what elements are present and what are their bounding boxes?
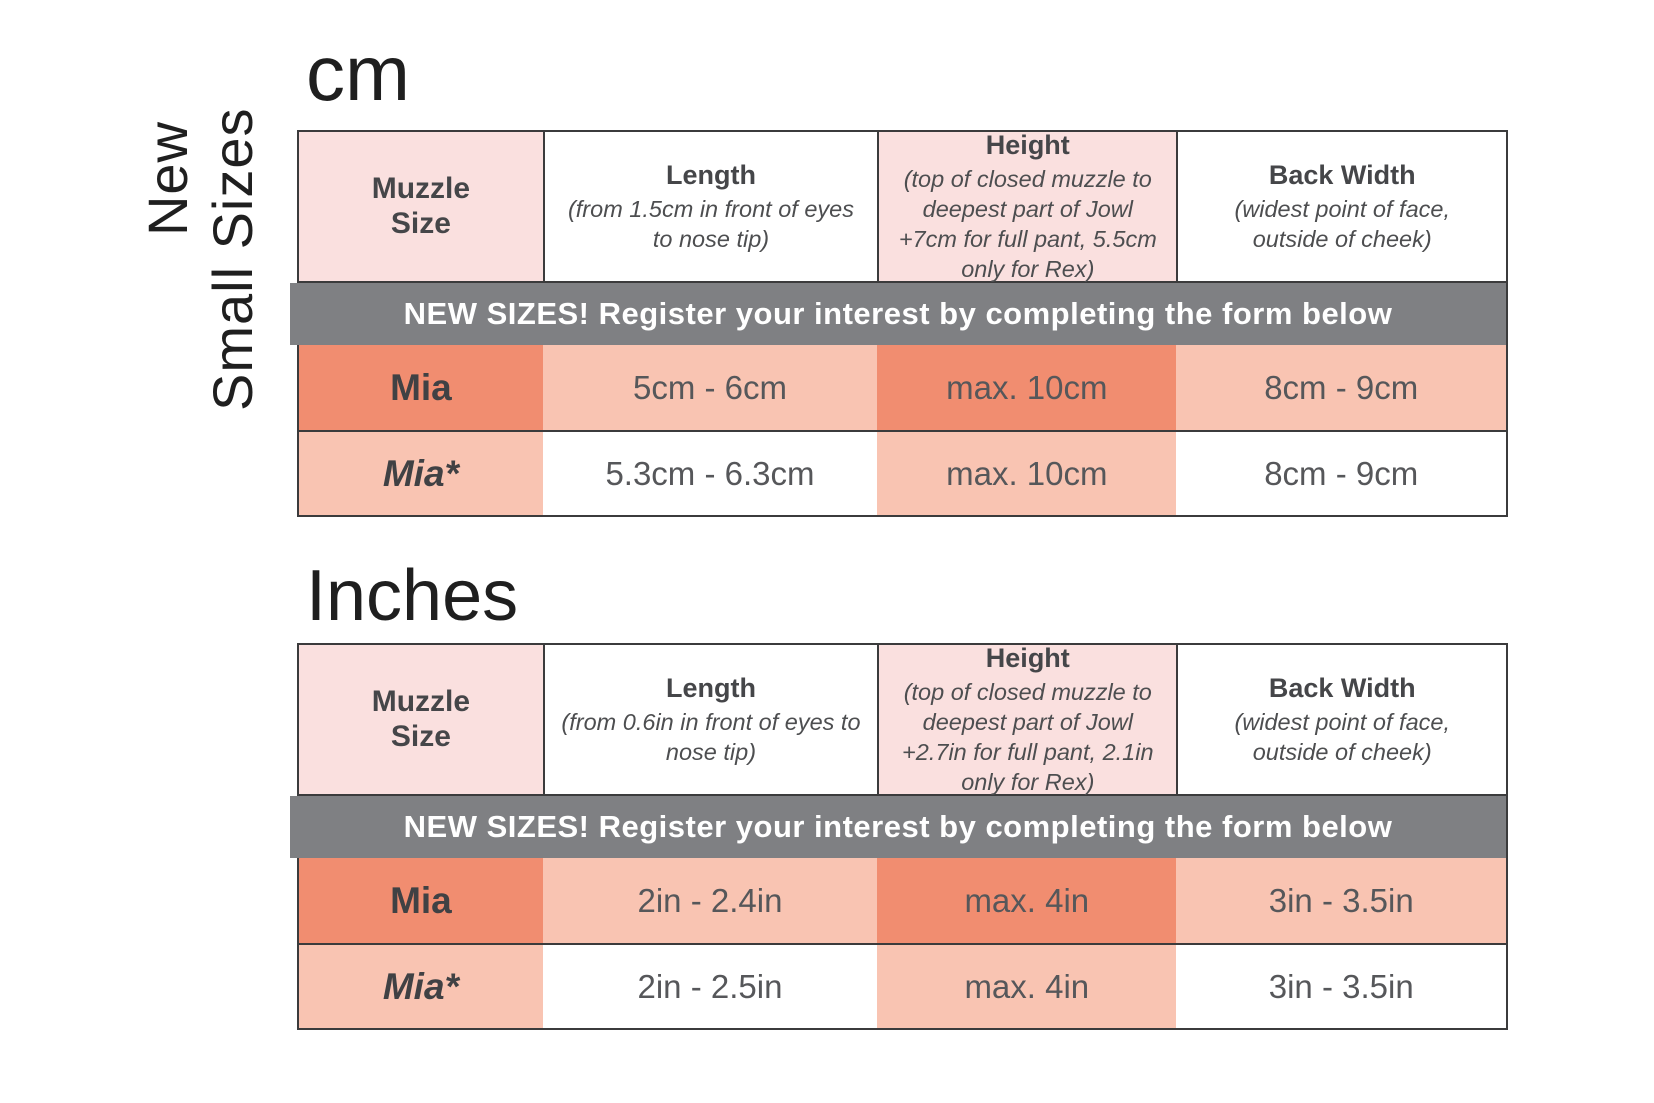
side-title-line2: Small Sizes — [200, 107, 264, 411]
header-muzzle-size: Muzzle Size — [299, 132, 543, 281]
header-back-width-title: Back Width — [1268, 672, 1416, 703]
mia-height-value: max. 4in — [877, 858, 1177, 943]
header-height-note: (top of closed muzzle to deepest part of… — [902, 679, 1154, 796]
mia-back-width-value: 8cm - 9cm — [1176, 345, 1506, 430]
header-length-note: (from 0.6in in front of eyes to nose tip… — [561, 709, 861, 766]
size-table-cm: Muzzle Size Length (from 1.5cm in front … — [290, 129, 1508, 517]
header-muzzle-size: Muzzle Size — [299, 645, 543, 794]
header-row: Muzzle Size Length (from 0.6in in front … — [299, 642, 1506, 796]
row-label-mia: Mia — [299, 858, 543, 943]
mia-length-value: 2in - 2.4in — [542, 858, 878, 943]
header-length: Length (from 1.5cm in front of eyes to n… — [542, 132, 877, 281]
header-height-title: Height — [985, 129, 1070, 160]
new-sizes-banner: NEW SIZES! Register your interest by com… — [290, 796, 1506, 858]
mia-star-back-width-value: 8cm - 9cm — [1264, 454, 1419, 492]
table-row-mia: Mia 2in - 2.4in max. 4in 3in - 3.5in — [299, 858, 1506, 943]
table-row-mia: Mia 5cm - 6cm max. 10cm 8cm - 9cm — [299, 345, 1506, 430]
header-muzzle-line1: Muzzle — [371, 172, 471, 205]
side-title-new-small-sizes: New Small Sizes — [136, 107, 268, 411]
header-length-title: Length — [665, 159, 756, 190]
mia-height-value: max. 10cm — [877, 345, 1177, 430]
header-length-title: Length — [665, 672, 756, 703]
row-label-mia-star: Mia* — [299, 945, 543, 1028]
header-back-width: Back Width (widest point of face, outsid… — [1176, 645, 1506, 794]
table-row-mia-star: Mia* 2in - 2.5in max. 4in 3in - 3.5in — [299, 943, 1506, 1028]
header-back-width-note: (widest point of face, outside of cheek) — [1234, 709, 1450, 766]
header-muzzle-line1: Muzzle — [371, 685, 471, 718]
table-title-inches: Inches — [306, 556, 519, 636]
header-muzzle-line2: Size — [390, 206, 451, 240]
new-sizes-banner: NEW SIZES! Register your interest by com… — [290, 283, 1506, 345]
mia-star-length-value: 5.3cm - 6.3cm — [605, 454, 815, 492]
mia-length-value: 5cm - 6cm — [542, 345, 878, 430]
header-height: Height (top of closed muzzle to deepest … — [877, 642, 1177, 796]
row-label-mia-star: Mia* — [299, 432, 543, 515]
header-height-note: (top of closed muzzle to deepest part of… — [898, 166, 1157, 283]
header-height: Height (top of closed muzzle to deepest … — [877, 129, 1177, 283]
table-row-mia-star: Mia* 5.3cm - 6.3cm max. 10cm 8cm - 9cm — [299, 430, 1506, 515]
header-row: Muzzle Size Length (from 1.5cm in front … — [299, 129, 1506, 283]
table-title-cm: cm — [306, 29, 410, 117]
mia-star-length-value: 2in - 2.5in — [637, 967, 783, 1005]
row-label-mia: Mia — [299, 345, 543, 430]
header-length: Length (from 0.6in in front of eyes to n… — [542, 645, 877, 794]
mia-star-height-value: max. 4in — [877, 945, 1177, 1028]
header-back-width-note: (widest point of face, outside of cheek) — [1234, 196, 1450, 253]
size-table-inches: Muzzle Size Length (from 0.6in in front … — [290, 642, 1508, 1030]
header-muzzle-line2: Size — [390, 719, 451, 753]
header-back-width-title: Back Width — [1268, 159, 1416, 190]
mia-back-width-value: 3in - 3.5in — [1176, 858, 1506, 943]
side-title-line1: New — [136, 121, 199, 237]
header-height-title: Height — [985, 642, 1070, 673]
header-length-note: (from 1.5cm in front of eyes to nose tip… — [567, 196, 854, 253]
mia-star-height-value: max. 10cm — [877, 432, 1177, 515]
header-back-width: Back Width (widest point of face, outsid… — [1176, 132, 1506, 281]
mia-star-back-width-value: 3in - 3.5in — [1268, 967, 1414, 1005]
